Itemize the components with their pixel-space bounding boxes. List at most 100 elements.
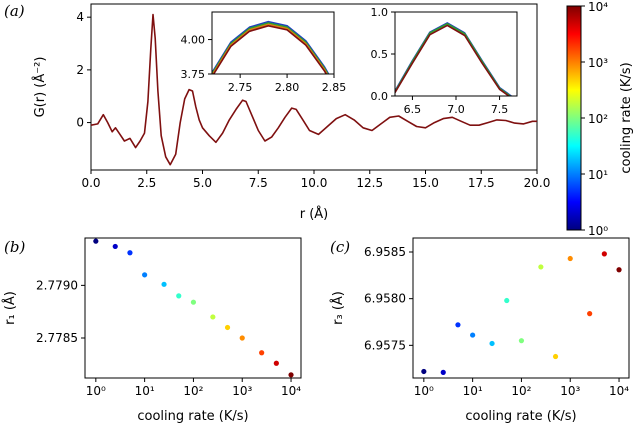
colorbar-ticks: 10⁰ 10¹ 10² 10³ 10⁴ [581, 0, 608, 238]
panel-c-xtick-label: 10² [511, 384, 531, 398]
panel-c-ytick-label: 6.9580 [364, 292, 406, 306]
panel-c-point [538, 264, 544, 270]
inset-2-xtick-label: 6.5 [404, 103, 422, 116]
panel-b-yaxis: 2.7785 2.7790 [36, 278, 85, 345]
inset-1-ytick-label: 4.00 [181, 34, 206, 47]
panel-b-xtick-label: 10¹ [135, 384, 155, 398]
panel-b-point [176, 293, 182, 299]
panel-b-xlabel: cooling rate (K/s) [137, 409, 248, 424]
inset-1-xtick-label: 2.75 [228, 81, 253, 94]
panel-a-xlabel: r (Å) [300, 206, 329, 222]
panel-a-ytick-label: 4 [76, 10, 84, 24]
panel-c-point [567, 255, 573, 262]
inset-1-line [212, 25, 328, 74]
inset-peak-3: 6.5 7.0 7.5 0.0 0.5 1.0 [371, 6, 518, 116]
panel-b-frame [84, 237, 302, 379]
panel-b-label: (b) [4, 238, 25, 256]
panel-b-ytick-label: 2.7785 [36, 331, 78, 345]
panel-a-xtick-label: 0.0 [81, 176, 100, 190]
panel-c-point [518, 338, 525, 344]
panel-a-ytick-label: 0 [76, 116, 84, 130]
panel-a-label: (a) [4, 2, 25, 20]
panel-b-point [239, 335, 245, 341]
inset-2-xaxis: 6.5 7.0 7.5 [404, 96, 509, 116]
panel-a-xtick-label: 12.5 [356, 176, 383, 190]
colorbar-tick-label: 10⁰ [588, 224, 608, 238]
panel-c-ytick-label: 6.9575 [364, 338, 406, 352]
panel-b-point [127, 250, 133, 256]
panel-c-point [616, 267, 622, 273]
panel-c-xaxis: 10⁰ 10¹ 10² 10³ 10⁴ [414, 378, 629, 398]
panel-c-frame [412, 237, 630, 379]
panel-c-point [470, 332, 476, 338]
colorbar: 10⁰ 10¹ 10² 10³ 10⁴ cooling rate (K/s) [566, 0, 634, 238]
panel-a-xtick-label: 20.0 [524, 176, 551, 190]
panel-c-points [421, 251, 622, 375]
inset-1-frame [211, 11, 335, 75]
colorbar-tick-label: 10² [588, 112, 608, 126]
panel-b-points [93, 238, 294, 378]
panel-b: (b) 10⁰ 10¹ 10² 10³ 10⁴ 2.7785 2.7790 cooling… [2, 237, 302, 424]
panel-a-xtick-label: 2.5 [137, 176, 156, 190]
panel-c-ytick-label: 6.9585 [364, 245, 406, 259]
panel-a-xtick-label: 5.0 [193, 176, 212, 190]
inset-2-series [395, 22, 513, 96]
panel-a: (a) 0.0 2.5 5.0 7.5 10.0 12.5 15.0 17.5 20.0 0 2 4… [4, 2, 550, 222]
panel-b-ytick-label: 2.7790 [36, 278, 78, 292]
panel-b-point [273, 360, 279, 366]
panel-b-point [93, 238, 99, 244]
panel-a-xtick-label: 10.0 [301, 176, 328, 190]
panel-b-point [210, 314, 216, 320]
inset-1-series [212, 20, 330, 74]
panel-a-xtick-label: 17.5 [468, 176, 495, 190]
panel-c-xtick-label: 10⁴ [609, 384, 629, 398]
panel-c: (c) 10⁰ 10¹ 10² 10³ 10⁴ 6.9575 6.9580 6.9585 c… [330, 237, 630, 424]
panel-c-point [587, 311, 593, 317]
panel-c-xtick-label: 10⁰ [414, 384, 434, 398]
inset-1-xaxis: 2.75 2.80 2.85 [228, 74, 346, 94]
panel-b-point [190, 299, 197, 305]
panel-b-point [224, 324, 231, 331]
panel-b-xtick-label: 10⁰ [86, 384, 106, 398]
colorbar-tick-label: 10¹ [588, 168, 608, 182]
panel-b-point [161, 281, 167, 287]
panel-c-yaxis: 6.9575 6.9580 6.9585 [364, 245, 413, 352]
panel-c-xlabel: cooling rate (K/s) [465, 409, 576, 424]
panel-a-xtick-label: 7.5 [249, 176, 268, 190]
colorbar-ramp [567, 6, 581, 230]
panel-c-point [455, 322, 461, 328]
panel-b-point [259, 350, 265, 356]
inset-1-xtick-label: 2.80 [275, 81, 300, 94]
panel-c-label: (c) [330, 238, 350, 256]
inset-2-xtick-label: 7.0 [447, 103, 465, 116]
panel-a-ylabel: G(r) (Å⁻²) [32, 57, 48, 118]
panel-c-ylabel: r₃ (Å) [330, 291, 346, 325]
panel-b-ylabel: r₁ (Å) [2, 291, 18, 325]
panel-c-xtick-label: 10³ [560, 384, 580, 398]
panel-a-yaxis: 0 2 4 [76, 10, 91, 130]
panel-b-xtick-label: 10² [183, 384, 203, 398]
inset-1-ytick-label: 3.75 [181, 68, 206, 81]
inset-2-ytick-label: 1.0 [371, 6, 389, 19]
inset-peak-1: 2.75 2.80 2.85 3.75 4.00 [181, 11, 346, 94]
inset-1-yaxis: 3.75 4.00 [181, 34, 212, 81]
panel-c-point [504, 297, 510, 304]
inset-2-xtick-label: 7.5 [491, 103, 509, 116]
colorbar-tick-label: 10⁴ [588, 0, 608, 14]
panel-c-point [552, 353, 559, 360]
panel-a-xtick-label: 15.0 [412, 176, 439, 190]
inset-1-line [212, 22, 329, 74]
inset-2-ytick-label: 0.5 [371, 48, 389, 61]
panel-b-point [112, 243, 118, 250]
panel-b-xtick-label: 10³ [232, 384, 252, 398]
inset-2-yaxis: 0.0 0.5 1.0 [371, 6, 395, 103]
panel-a-xaxis: 0.0 2.5 5.0 7.5 10.0 12.5 15.0 17.5 20.0 [81, 170, 550, 190]
inset-1-line [212, 20, 330, 74]
panel-c-point [421, 368, 427, 375]
colorbar-label: cooling rate (K/s) [619, 62, 634, 173]
panel-c-xtick-label: 10¹ [463, 384, 483, 398]
panel-b-point [288, 372, 294, 378]
colorbar-tick-label: 10³ [588, 56, 608, 70]
inset-2-ytick-label: 0.0 [371, 90, 389, 103]
